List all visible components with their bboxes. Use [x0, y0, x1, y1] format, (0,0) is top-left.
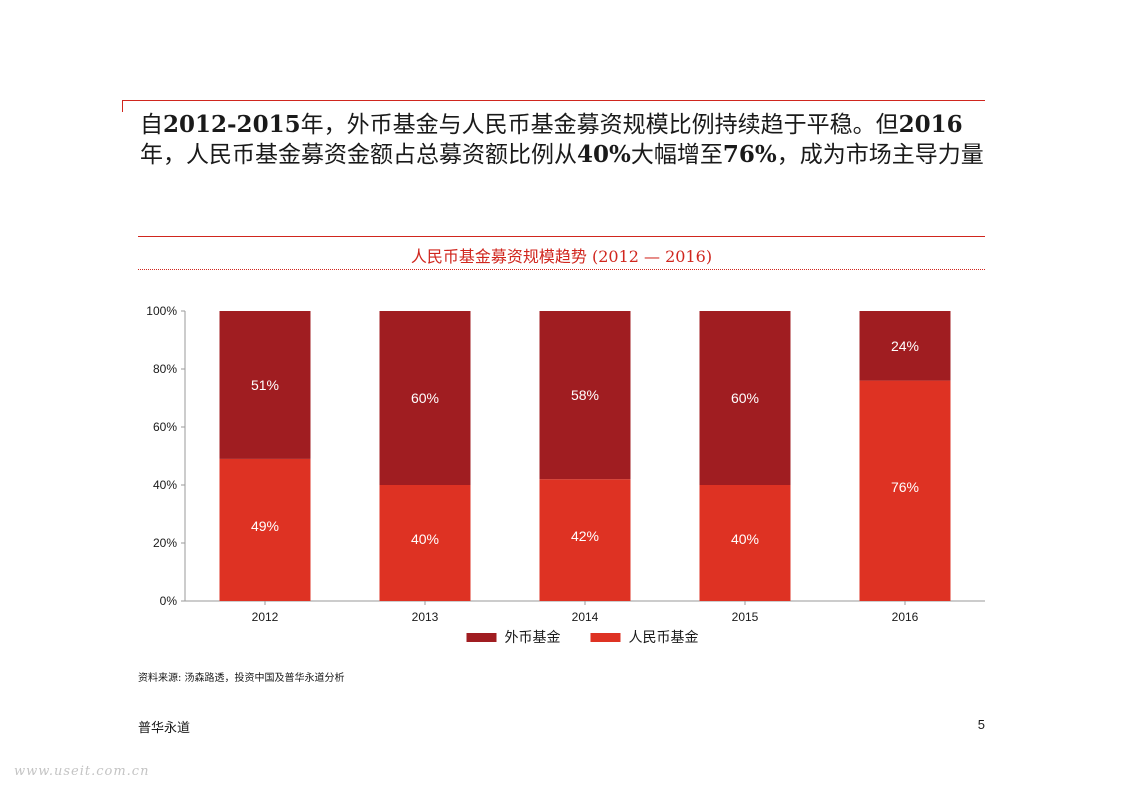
x-tick-label: 2014: [572, 610, 599, 624]
stacked-bar-chart: 0% 20% 40% 60% 80% 100% 49% 51% 2012 40% 60% 2013 42…: [146, 304, 985, 645]
legend-label: 外币基金: [505, 629, 561, 645]
y-tick-label: 0%: [160, 594, 178, 608]
y-tick-label: 100%: [146, 304, 177, 318]
chart-title: 人民币基金募资规模趋势 (2012 — 2016): [410, 247, 713, 266]
bar-data-label: 42%: [571, 528, 599, 544]
bar-data-label: 40%: [411, 531, 439, 547]
bar-segment: [699, 485, 791, 601]
legend-swatch: [466, 633, 497, 642]
source-note: 资料来源: 汤森路透，投资中国及普华永道分析: [138, 673, 345, 684]
bar-segment: [379, 311, 471, 485]
bar-segment: [859, 311, 951, 381]
bar-segment: [859, 380, 951, 601]
bar-data-label: 51%: [251, 377, 279, 393]
chart-title-dotted-rule: [138, 269, 985, 270]
headline-figure: 2016: [898, 111, 963, 138]
y-tick-label: 40%: [153, 478, 177, 492]
bar-segment: [539, 479, 631, 601]
header-frame-accent: [122, 100, 985, 112]
bar-data-label: 76%: [891, 479, 919, 495]
legend-label: 人民币基金: [629, 629, 699, 645]
bar-segment: [699, 311, 791, 485]
headline-figure: 76%: [722, 141, 777, 168]
x-tick-label: 2015: [732, 610, 759, 624]
x-tick-label: 2012: [252, 610, 279, 624]
slide-headline: 自2012-2015年，外币基金与人民币基金募资规模比例持续趋于平稳。但2016…: [140, 111, 984, 168]
bar-segment: [219, 311, 311, 459]
legend-swatch: [590, 633, 621, 642]
y-tick-label: 20%: [153, 536, 177, 550]
y-tick-label: 80%: [153, 362, 177, 376]
bar-data-label: 24%: [891, 338, 919, 354]
headline-figure: 2012-2015: [163, 111, 301, 138]
y-tick-label: 60%: [153, 420, 177, 434]
bar-data-label: 40%: [731, 531, 759, 547]
footer-brand: 普华永道: [138, 721, 191, 736]
bar-segment: [539, 311, 631, 480]
x-tick-label: 2013: [412, 610, 439, 624]
bar-data-label: 58%: [571, 387, 599, 403]
chart-title-rule: [138, 236, 985, 237]
bar-data-label: 60%: [411, 390, 439, 406]
headline-figure: 40%: [577, 141, 631, 168]
bar-segment: [379, 485, 471, 601]
bar-data-label: 60%: [731, 390, 759, 406]
watermark: www.useit.com.cn: [14, 764, 150, 779]
bar-segment: [219, 458, 311, 601]
x-tick-label: 2016: [892, 610, 919, 624]
bar-data-label: 49%: [251, 518, 279, 534]
page-number: 5: [977, 717, 985, 732]
